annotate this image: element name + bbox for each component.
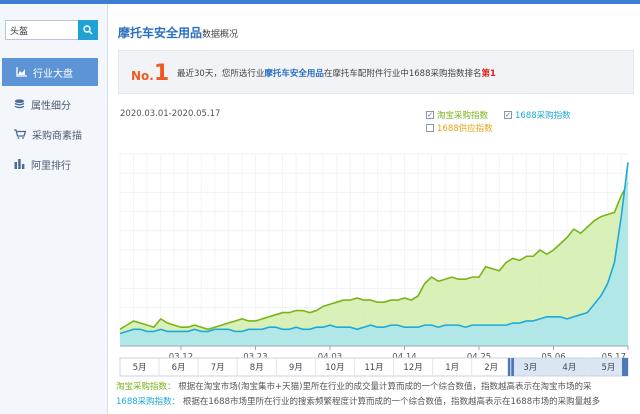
legend-item-taobao[interactable]: ✓ 淘宝采购指数	[426, 109, 488, 121]
industry-title: 摩托车安全用品	[118, 26, 203, 40]
chart-areas	[119, 162, 629, 346]
index-trend-chart: 03.1203.2304.0304.1404.2505.0605.17 5月6月…	[119, 153, 629, 377]
series-line-0	[119, 182, 629, 331]
sidebar-item-attribute[interactable]: 属性细分	[0, 90, 100, 118]
note-text: 根据在淘宝市场(淘宝集市+天猫)里所在行业的成交量计算而成的一个综合数值，指数越…	[178, 382, 592, 392]
timeline-month-label[interactable]: 9月	[289, 363, 303, 373]
timeline-month-label[interactable]: 12月	[403, 363, 422, 373]
sidebar-item-label: 阿里排行	[31, 160, 71, 172]
layers-icon	[14, 99, 25, 109]
sidebar-item-industry-overview[interactable]: 行业大盘	[2, 58, 98, 86]
page-subtitle: 数据概况	[202, 30, 239, 40]
rank-position: 第1	[481, 69, 496, 79]
rank-badge: No.1	[131, 61, 169, 86]
timeline-month-label[interactable]: 11月	[364, 363, 383, 373]
rank-number: 1	[153, 61, 170, 86]
sidebar-item-label: 行业大盘	[33, 68, 73, 80]
note-1688: 1688采购指数： 根据在1688市场里所在行业的搜索频繁程度计算而成的一个综合…	[116, 395, 600, 407]
timeline-month-label[interactable]: 7月	[211, 363, 225, 373]
timeline-month-label[interactable]: 4月	[562, 363, 576, 373]
series-area-0	[120, 183, 628, 346]
top-bar	[0, 0, 640, 4]
timeline-month-label[interactable]: 10月	[325, 363, 344, 373]
legend-label: 淘宝采购指数	[437, 111, 489, 121]
search-icon	[83, 25, 93, 35]
checkbox-unchecked-icon[interactable]	[426, 124, 434, 132]
timeline-months: 5月 6月 7月 8月 9月 10月 11月 12月 1月 2月 3月 4月 5月	[133, 358, 616, 376]
date-range: 2020.03.01-2020.05.17	[120, 109, 221, 119]
rank-industry: 摩托车安全用品	[264, 69, 324, 79]
timeline-month-label[interactable]: 8月	[250, 363, 264, 373]
cart-icon	[14, 129, 26, 139]
sidebar: 行业大盘 属性细分 采购商素描 阿里排行	[0, 4, 108, 414]
legend-item-1688-supply[interactable]: 1688供应指数	[426, 122, 493, 134]
note-text: 根据在1688市场里所在行业的搜索频繁程度计算而成的一个综合数值，指数越高表示在…	[182, 397, 601, 407]
series-line-1	[119, 162, 629, 335]
timeline-month-label[interactable]: 2月	[484, 363, 498, 373]
area-chart-icon	[16, 67, 27, 77]
sidebar-item-label: 属性细分	[31, 100, 71, 112]
timeline-handle-right[interactable]	[622, 358, 628, 376]
legend-item-1688-purchase[interactable]: ✓ 1688采购指数	[504, 109, 571, 121]
search-box	[5, 20, 98, 40]
note-taobao: 淘宝采购指数： 根据在淘宝市场(淘宝集市+天猫)里所在行业的成交量计算而成的一个…	[116, 380, 591, 392]
search-input[interactable]	[5, 20, 78, 40]
legend-label: 1688供应指数	[437, 124, 493, 134]
legend-label: 1688采购指数	[515, 111, 571, 121]
sidebar-item-ali-ranking[interactable]: 阿里排行	[0, 150, 100, 178]
series-area-1	[120, 162, 628, 346]
sidebar-item-buyer-profile[interactable]: 采购商素描	[0, 120, 100, 148]
checkbox-checked-icon[interactable]: ✓	[504, 110, 512, 119]
rank-text-b: 在摩托车配附件行业中1688采购指数排名	[323, 69, 482, 79]
note-label: 1688采购指数：	[116, 397, 181, 407]
main-panel: 摩托车安全用品数据概况 No.1 最近30天，您所选行业摩托车安全用品在摩托车配…	[108, 4, 640, 414]
timeline-month-label[interactable]: 6月	[172, 363, 186, 373]
bar-chart-icon	[14, 159, 25, 169]
checkbox-checked-icon[interactable]: ✓	[426, 110, 434, 119]
page-title: 摩托车安全用品数据概况	[118, 24, 238, 41]
sidebar-item-label: 采购商素描	[32, 130, 82, 142]
timeline-month-label[interactable]: 3月	[523, 363, 537, 373]
rank-banner: No.1 最近30天，您所选行业摩托车安全用品在摩托车配附件行业中1688采购指…	[118, 50, 634, 94]
rank-text-a: 最近30天，您所选行业	[177, 69, 265, 79]
timeline-navigator[interactable]: 5月 6月 7月 8月 9月 10月 11月 12月 1月 2月 3月 4月 5月	[119, 357, 629, 377]
note-label: 淘宝采购指数：	[116, 382, 176, 392]
timeline-month-label[interactable]: 5月	[133, 363, 147, 373]
rank-prefix: No.	[131, 69, 154, 83]
timeline-month-label[interactable]: 5月	[602, 363, 616, 373]
search-button[interactable]	[78, 20, 98, 40]
timeline-month-label[interactable]: 1月	[445, 363, 459, 373]
rank-description: 最近30天，您所选行业摩托车安全用品在摩托车配附件行业中1688采购指数排名第1	[177, 67, 496, 79]
